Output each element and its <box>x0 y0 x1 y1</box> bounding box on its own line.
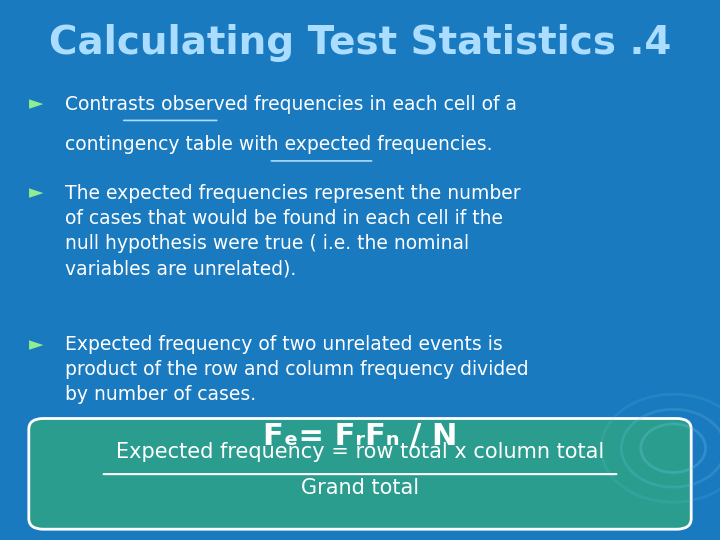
Text: ►: ► <box>29 94 43 113</box>
Text: The expected frequencies represent the number
of cases that would be found in ea: The expected frequencies represent the n… <box>65 184 521 279</box>
Text: ►: ► <box>29 184 43 202</box>
Text: Expected frequency of two unrelated events is
product of the row and column freq: Expected frequency of two unrelated even… <box>65 335 528 404</box>
Text: Contrasts observed frequencies in each cell of a: Contrasts observed frequencies in each c… <box>65 94 517 113</box>
Text: ►: ► <box>29 335 43 354</box>
FancyBboxPatch shape <box>29 418 691 529</box>
Text: Fₑ= FᵣFₙ / N: Fₑ= FᵣFₙ / N <box>263 422 457 451</box>
Text: Calculating Test Statistics .4: Calculating Test Statistics .4 <box>49 24 671 62</box>
Text: Grand total: Grand total <box>301 478 419 498</box>
Text: Expected frequency = row total x column total: Expected frequency = row total x column … <box>116 442 604 462</box>
Text: contingency table with expected frequencies.: contingency table with expected frequenc… <box>65 135 492 154</box>
